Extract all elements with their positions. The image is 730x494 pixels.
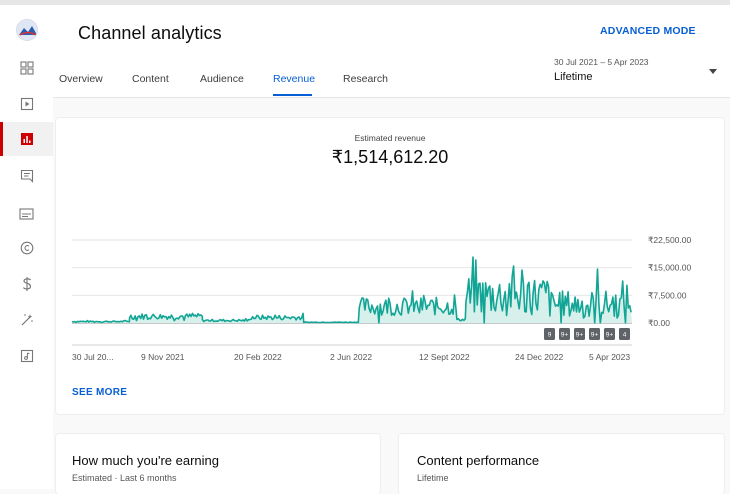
metric-value: ₹1,514,612.20 xyxy=(331,147,449,167)
y-tick-label: ₹7,500.00 xyxy=(648,290,687,300)
comments-icon xyxy=(20,169,33,183)
dashboard-icon xyxy=(19,61,34,75)
date-range-text[interactable]: 30 Jul 2021 – 5 Apr 2023 xyxy=(554,57,649,67)
metric-label: Estimated revenue xyxy=(354,133,426,143)
tab-research[interactable]: Research xyxy=(343,73,388,85)
x-tick-label: 30 Jul 20... xyxy=(72,352,114,362)
tab-revenue[interactable]: Revenue xyxy=(273,73,316,85)
chart-marker-label: 4 xyxy=(623,332,627,339)
chart-marker-label: 9+ xyxy=(561,332,569,339)
earning-card[interactable]: How much you're earning Estimated · Last… xyxy=(56,434,380,494)
page-title: Channel analytics xyxy=(78,23,222,43)
audio-library-icon xyxy=(20,349,33,363)
sidebar-item-customization[interactable] xyxy=(0,303,53,337)
chart-marker-label: 9+ xyxy=(576,332,584,339)
chart-marker-badge xyxy=(574,328,585,340)
chart-marker-badge xyxy=(619,328,630,340)
active-tab-indicator xyxy=(273,94,312,96)
sidebar-item-audio-library[interactable] xyxy=(0,339,53,373)
analytics-icon xyxy=(20,133,33,145)
content-icon xyxy=(20,97,33,111)
x-tick-label: 24 Dec 2022 xyxy=(515,352,563,362)
sidebar-item-analytics[interactable] xyxy=(0,122,53,156)
advanced-mode-button[interactable]: ADVANCED MODE xyxy=(600,25,696,37)
chart-marker-badge xyxy=(559,328,570,340)
sidebar-item-comments[interactable] xyxy=(0,159,53,193)
customization-icon xyxy=(21,314,33,326)
tab-audience[interactable]: Audience xyxy=(200,73,244,85)
chart-marker-badge xyxy=(604,328,615,340)
x-tick-label: 2 Jun 2022 xyxy=(330,352,372,362)
sidebar-item-dashboard[interactable] xyxy=(0,51,53,85)
top-border xyxy=(0,0,730,5)
x-tick-label: 5 Apr 2023 xyxy=(589,352,630,362)
content-performance-card[interactable]: Content performance Lifetime xyxy=(399,434,724,494)
revenue-line xyxy=(71,256,632,324)
y-tick-label: ₹0.00 xyxy=(648,318,670,328)
sidebar-item-earn[interactable] xyxy=(0,267,53,301)
chart-marker-label: 9+ xyxy=(606,332,614,339)
content-performance-title: Content performance xyxy=(417,453,540,468)
tab-content[interactable]: Content xyxy=(132,73,169,85)
chart-marker-badge xyxy=(589,328,600,340)
earn-icon xyxy=(22,277,31,291)
sidebar-item-copyright[interactable] xyxy=(0,231,53,265)
chart-marker-badge xyxy=(544,328,555,340)
sidebar xyxy=(0,5,53,489)
chart-marker-label: 9 xyxy=(548,332,552,339)
see-more-link[interactable]: SEE MORE xyxy=(72,387,128,398)
x-tick-label: 20 Feb 2022 xyxy=(234,352,282,362)
channel-avatar[interactable] xyxy=(16,19,38,41)
copyright-icon xyxy=(20,241,33,255)
revenue-card xyxy=(56,118,724,414)
page-header: Channel analytics ADVANCED MODE Overview… xyxy=(53,5,730,98)
chevron-down-icon[interactable] xyxy=(709,69,717,74)
sidebar-item-subtitles[interactable] xyxy=(0,197,53,231)
chart-marker-label: 9+ xyxy=(591,332,599,339)
y-tick-label: ₹15,000.00 xyxy=(648,263,691,273)
tab-overview[interactable]: Overview xyxy=(59,73,103,85)
sidebar-item-content[interactable] xyxy=(0,87,53,121)
subtitles-icon xyxy=(19,208,34,220)
x-tick-label: 9 Nov 2021 xyxy=(141,352,185,362)
earning-card-subtitle: Estimated · Last 6 months xyxy=(72,473,177,483)
y-tick-label: ₹22,500.00 xyxy=(648,235,691,245)
x-tick-label: 12 Sept 2022 xyxy=(419,352,470,362)
content-performance-subtitle: Lifetime xyxy=(417,473,449,483)
earning-card-title: How much you're earning xyxy=(72,453,219,468)
period-selector[interactable]: Lifetime xyxy=(554,71,593,83)
